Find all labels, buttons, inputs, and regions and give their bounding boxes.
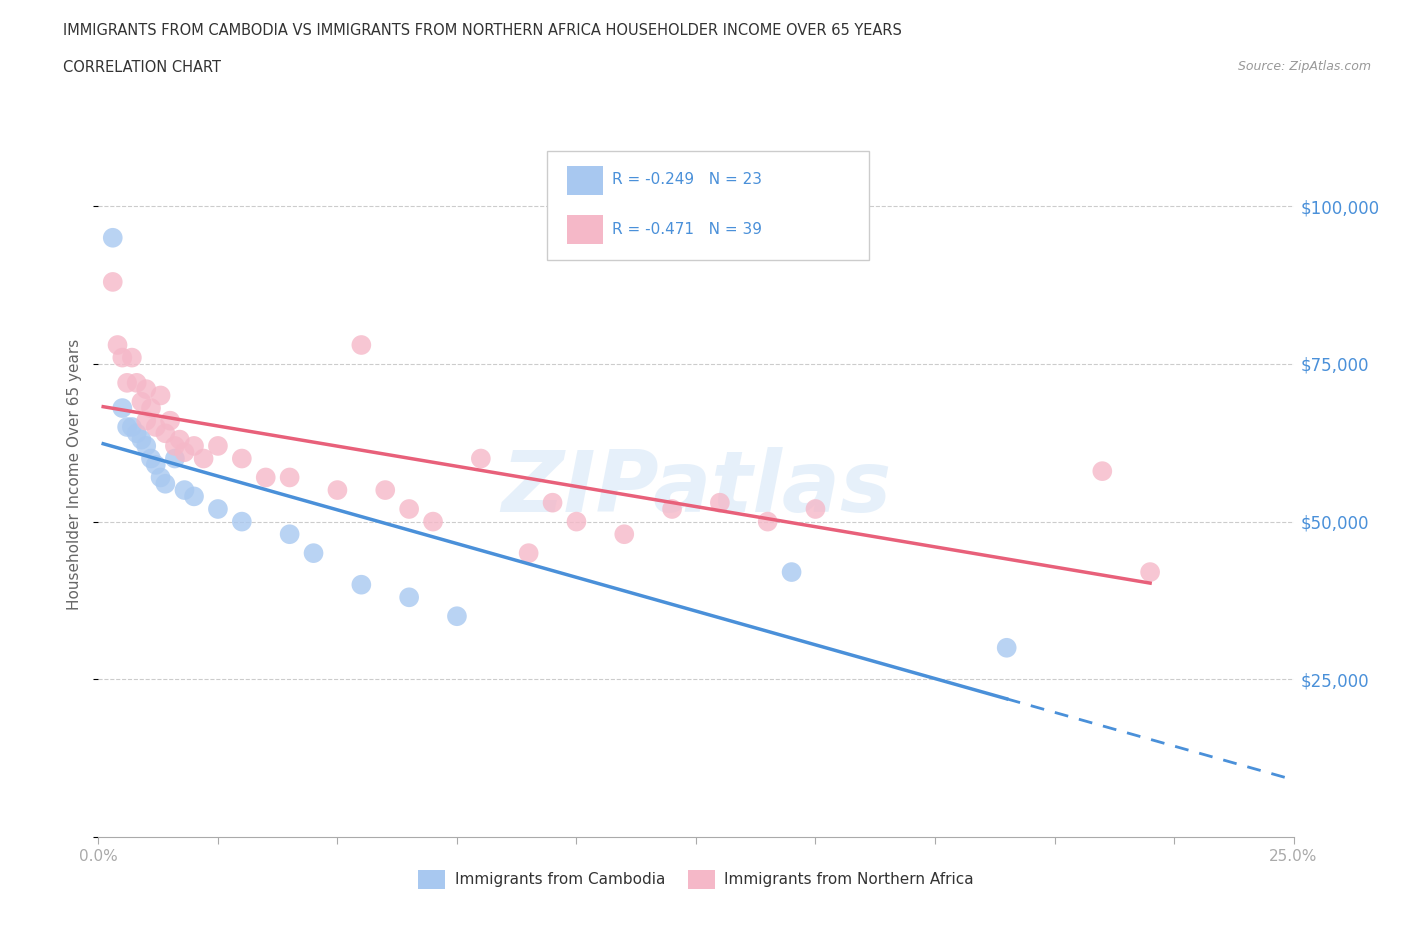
Point bbox=[422, 514, 444, 529]
Point bbox=[995, 641, 1018, 656]
Point bbox=[139, 451, 162, 466]
Point bbox=[101, 274, 124, 289]
Point bbox=[111, 401, 134, 416]
Point bbox=[145, 458, 167, 472]
Point bbox=[1139, 565, 1161, 579]
Point bbox=[125, 376, 148, 391]
Point bbox=[145, 419, 167, 434]
Point bbox=[470, 451, 492, 466]
Point bbox=[565, 514, 588, 529]
Point bbox=[278, 526, 301, 541]
Point bbox=[517, 546, 540, 561]
Point bbox=[326, 483, 349, 498]
Point bbox=[350, 338, 373, 352]
Point bbox=[709, 496, 731, 511]
Point bbox=[163, 451, 186, 466]
Point bbox=[155, 426, 177, 441]
Text: R = -0.249   N = 23: R = -0.249 N = 23 bbox=[613, 171, 762, 187]
Point bbox=[155, 476, 177, 491]
Y-axis label: Householder Income Over 65 years: Householder Income Over 65 years bbox=[67, 339, 83, 610]
Point bbox=[398, 590, 420, 604]
Point bbox=[541, 496, 564, 511]
Text: CORRELATION CHART: CORRELATION CHART bbox=[63, 60, 221, 75]
Point bbox=[207, 438, 229, 453]
Point bbox=[350, 578, 373, 592]
Point bbox=[374, 483, 396, 498]
Point bbox=[207, 501, 229, 516]
Point bbox=[115, 376, 138, 391]
Point bbox=[135, 413, 157, 428]
Point bbox=[756, 514, 779, 529]
Point bbox=[183, 438, 205, 453]
Point bbox=[149, 470, 172, 485]
Text: IMMIGRANTS FROM CAMBODIA VS IMMIGRANTS FROM NORTHERN AFRICA HOUSEHOLDER INCOME O: IMMIGRANTS FROM CAMBODIA VS IMMIGRANTS F… bbox=[63, 23, 903, 38]
Point bbox=[1091, 464, 1114, 479]
Point bbox=[159, 413, 181, 428]
Legend: Immigrants from Cambodia, Immigrants from Northern Africa: Immigrants from Cambodia, Immigrants fro… bbox=[412, 864, 980, 895]
Point bbox=[278, 470, 301, 485]
Point bbox=[231, 514, 253, 529]
Text: ZIPatlas: ZIPatlas bbox=[501, 447, 891, 530]
Point bbox=[111, 351, 134, 365]
Point bbox=[115, 419, 138, 434]
Point bbox=[101, 231, 124, 246]
Point bbox=[135, 438, 157, 453]
Text: R = -0.471   N = 39: R = -0.471 N = 39 bbox=[613, 221, 762, 236]
Point bbox=[804, 501, 827, 516]
Bar bbox=[567, 215, 603, 244]
Point bbox=[131, 432, 153, 447]
Point bbox=[780, 565, 803, 579]
Point bbox=[107, 338, 129, 352]
Point bbox=[149, 388, 172, 403]
Point bbox=[173, 445, 195, 459]
Text: Source: ZipAtlas.com: Source: ZipAtlas.com bbox=[1237, 60, 1371, 73]
Point bbox=[613, 526, 636, 541]
Point bbox=[125, 426, 148, 441]
Point bbox=[139, 401, 162, 416]
Point bbox=[121, 419, 143, 434]
Point bbox=[254, 470, 277, 485]
Point bbox=[231, 451, 253, 466]
Point bbox=[121, 351, 143, 365]
Point bbox=[135, 381, 157, 396]
Point bbox=[183, 489, 205, 504]
Point bbox=[661, 501, 683, 516]
Point bbox=[173, 483, 195, 498]
Point bbox=[302, 546, 325, 561]
Bar bbox=[567, 166, 603, 195]
Point bbox=[193, 451, 215, 466]
Point bbox=[163, 438, 186, 453]
Point bbox=[169, 432, 191, 447]
FancyBboxPatch shape bbox=[547, 152, 869, 260]
Point bbox=[446, 609, 468, 624]
Point bbox=[131, 394, 153, 409]
Point bbox=[398, 501, 420, 516]
